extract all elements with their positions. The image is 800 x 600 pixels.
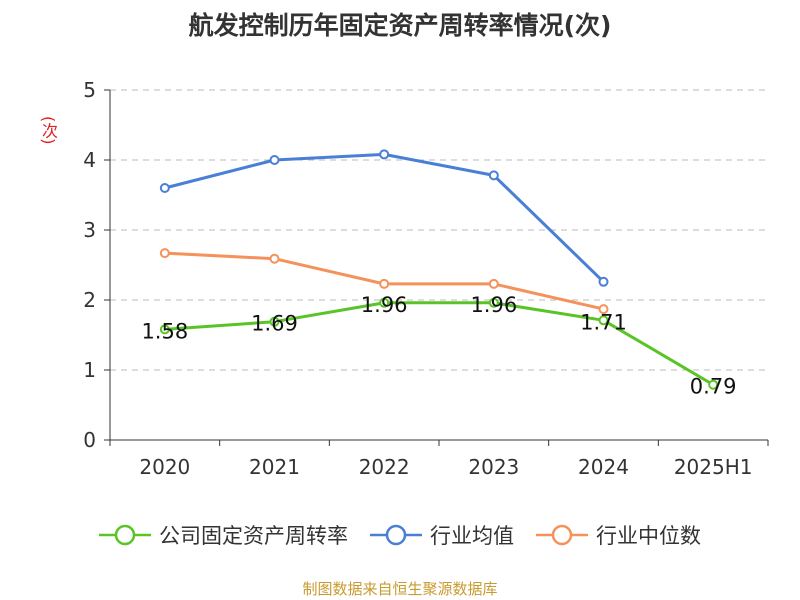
- data-label: 0.79: [690, 375, 737, 399]
- data-label: 1.58: [141, 319, 188, 343]
- legend-item-industry-mean[interactable]: 行业均值: [370, 520, 514, 550]
- legend-label: 行业均值: [430, 524, 514, 548]
- data-point: [269, 316, 280, 327]
- data-point: [159, 183, 170, 193]
- legend-label: 公司固定资产周转率: [159, 524, 348, 548]
- y-tick-label: 1: [83, 358, 96, 382]
- data-point: [379, 278, 390, 289]
- data-label: 1.96: [470, 293, 517, 317]
- x-tick-label: 2024: [578, 455, 629, 479]
- legend-line-marker-icon: [370, 524, 422, 546]
- source-note: 制图数据来自恒生聚源数据库: [302, 580, 498, 598]
- series-line: [164, 301, 714, 386]
- series-2: [159, 248, 609, 315]
- series-lines: [159, 149, 719, 390]
- y-tick-label: 5: [83, 78, 96, 102]
- series-line: [164, 152, 605, 283]
- data-point: [379, 149, 390, 160]
- legend-label: 行业中位数: [596, 524, 701, 548]
- y-tick-label: 4: [83, 148, 96, 172]
- grid-lines: [110, 89, 768, 371]
- legend-line-marker-icon: [99, 524, 151, 546]
- x-tick-label: 2023: [468, 455, 519, 479]
- data-point: [708, 379, 719, 390]
- y-axis-label: (次): [39, 115, 58, 145]
- series-1: [159, 149, 609, 287]
- x-tick-label: 2022: [359, 455, 410, 479]
- data-point: [598, 276, 609, 287]
- data-label: 1.71: [580, 310, 627, 334]
- data-point: [159, 324, 170, 335]
- data-point: [488, 297, 499, 308]
- data-point: [159, 248, 170, 259]
- data-point: [488, 278, 499, 289]
- legend: 公司固定资产周转率 行业均值 行业中位数: [0, 520, 800, 550]
- x-tick-label: 2021: [249, 455, 300, 479]
- y-tick-label: 0: [83, 428, 96, 452]
- data-point: [269, 253, 280, 264]
- data-label: 1.69: [251, 312, 298, 336]
- axes: 0 1 2 3 4 5 2020 2021 2022 2023 2024 2025H1: [83, 78, 769, 479]
- data-point: [379, 297, 390, 308]
- data-point: [598, 304, 609, 315]
- data-point: [598, 315, 609, 326]
- data-point: [488, 170, 499, 181]
- legend-item-company[interactable]: 公司固定资产周转率: [99, 520, 348, 550]
- legend-item-industry-median[interactable]: 行业中位数: [536, 520, 701, 550]
- data-point: [269, 155, 280, 165]
- y-tick-label: 3: [83, 218, 96, 242]
- legend-line-marker-icon: [536, 524, 588, 546]
- data-label: 1.96: [361, 293, 408, 317]
- data-labels: 1.58 1.69 1.96 1.96 1.71 0.79: [141, 293, 736, 399]
- x-tick-label: 2025H1: [674, 455, 753, 479]
- x-tick-label: 2020: [139, 455, 190, 479]
- chart-title: 航发控制历年固定资产周转率情况(次): [188, 11, 612, 40]
- y-tick-label: 2: [83, 288, 96, 312]
- series-0: [159, 297, 719, 390]
